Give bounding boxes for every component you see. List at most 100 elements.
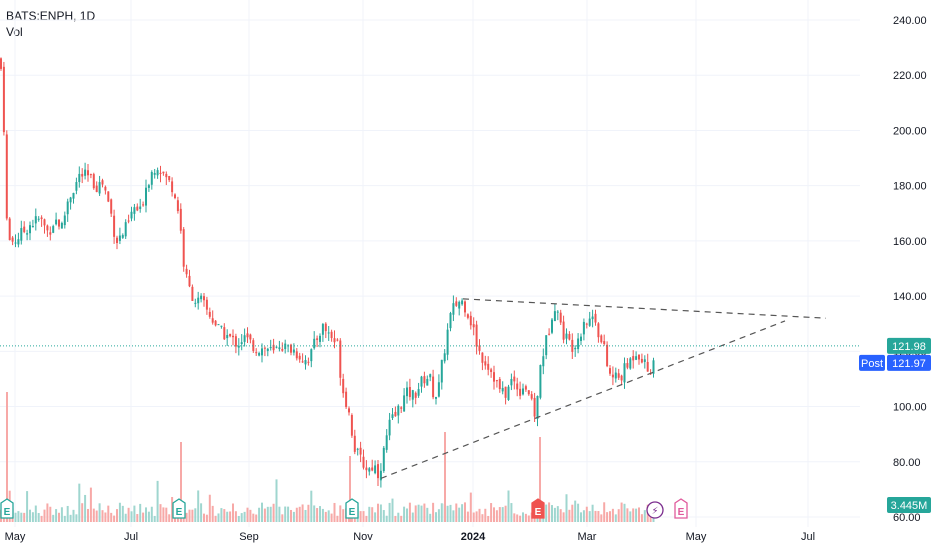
volume-spike [349, 456, 351, 522]
candle-body [310, 349, 313, 362]
earnings-icon[interactable]: E [0, 498, 14, 519]
candle-body [365, 467, 368, 471]
volume-bar [321, 508, 324, 522]
price-axis[interactable]: 240.00220.00200.00180.00160.00140.00120.… [893, 15, 927, 524]
candle-body [203, 296, 205, 301]
earnings-icon-shape [0, 498, 14, 519]
candle-body [527, 390, 530, 395]
candle-body [188, 275, 191, 287]
candle-body [34, 216, 37, 224]
trendlines[interactable] [380, 298, 827, 479]
candle-body [481, 352, 484, 363]
volume-bar [188, 509, 191, 522]
volume-bar [406, 508, 408, 522]
volume-indicator-label[interactable]: Vol [6, 25, 23, 39]
time-axis[interactable]: May Jul Sep Nov 2024 Mar May Jul [5, 531, 815, 543]
candle-body [278, 347, 281, 350]
volume-bar [597, 511, 600, 522]
candle-body [95, 185, 98, 192]
event-markers[interactable]: E E E E E ⚡ [0, 498, 688, 519]
volume-bar [545, 504, 548, 522]
volume-bar [481, 514, 484, 522]
candle-body [353, 435, 356, 452]
volume-bar [371, 507, 374, 522]
candle-body [437, 382, 440, 397]
earnings-icon[interactable]: E [172, 498, 186, 519]
volume-bar [214, 515, 217, 522]
candle-body [522, 388, 524, 395]
candle-body [330, 331, 333, 339]
candle-body [101, 180, 104, 185]
candle-body [414, 392, 417, 398]
candle-body [165, 173, 168, 178]
volume-bar [559, 509, 562, 522]
candle-body [348, 408, 350, 413]
candle-body [185, 268, 188, 275]
candle-body [269, 347, 272, 349]
y-tick-label: 240.00 [893, 15, 927, 27]
y-tick-label: 160.00 [893, 236, 927, 248]
volume-bar [614, 514, 617, 522]
volume-bar [107, 505, 110, 522]
volume-bar [591, 504, 594, 522]
volume-bar [63, 515, 66, 522]
candle-body [652, 360, 655, 374]
volume-bar [580, 512, 582, 522]
volume-bar [275, 479, 278, 522]
volume-bar [43, 509, 46, 522]
volume-bar [118, 502, 121, 522]
volume-bar [429, 513, 432, 522]
volume-bar [606, 512, 609, 522]
earnings-icon[interactable]: E [345, 498, 359, 519]
x-tick-label: May [5, 531, 26, 543]
volume-bar [498, 507, 501, 522]
volume-bar [588, 511, 591, 522]
candle-body [81, 173, 84, 177]
volume-bar [92, 508, 95, 522]
candle-body [49, 232, 52, 235]
candles [0, 57, 655, 488]
candle-body [145, 187, 147, 206]
y-tick-label: 180.00 [893, 181, 927, 193]
candle-body [2, 66, 5, 133]
candle-body [342, 378, 345, 394]
candle-body [176, 200, 179, 212]
earnings-icon-label: E [535, 507, 542, 518]
x-tick-label: Mar [578, 531, 597, 543]
volume-bar [52, 514, 55, 522]
candle-body [382, 447, 385, 472]
candle-body [208, 311, 211, 317]
last-price-badge [887, 337, 931, 354]
earnings-icon[interactable]: E [531, 498, 545, 519]
candle-body [493, 372, 495, 382]
volume-bar [139, 503, 142, 522]
candle-body [124, 222, 127, 237]
candle-body [214, 320, 217, 326]
volume-spike [539, 437, 541, 522]
volume-bar [130, 511, 133, 522]
candle-body [133, 207, 136, 214]
candle-body [420, 376, 423, 387]
candle-body [345, 391, 348, 407]
candle-body [197, 297, 200, 304]
volume-bar [98, 503, 101, 522]
dividend-icon[interactable]: ⚡ [646, 501, 664, 519]
volume-bar [261, 502, 263, 522]
post-price-badge [887, 354, 931, 371]
earnings-icon-label: E [349, 507, 356, 518]
volume-bar [330, 513, 333, 522]
volume-bar [307, 504, 310, 522]
volume-bar [469, 492, 472, 522]
volume-bar [324, 511, 327, 522]
candle-body [127, 220, 130, 222]
candle-body [391, 414, 394, 419]
earnings-icon[interactable]: E [674, 498, 688, 519]
candle-body [530, 394, 533, 399]
volume-bar [391, 498, 394, 522]
candle-body [423, 376, 426, 384]
candle-body [232, 335, 234, 338]
candle-body [429, 374, 432, 378]
candle-body [629, 358, 632, 369]
candle-body [533, 397, 536, 417]
